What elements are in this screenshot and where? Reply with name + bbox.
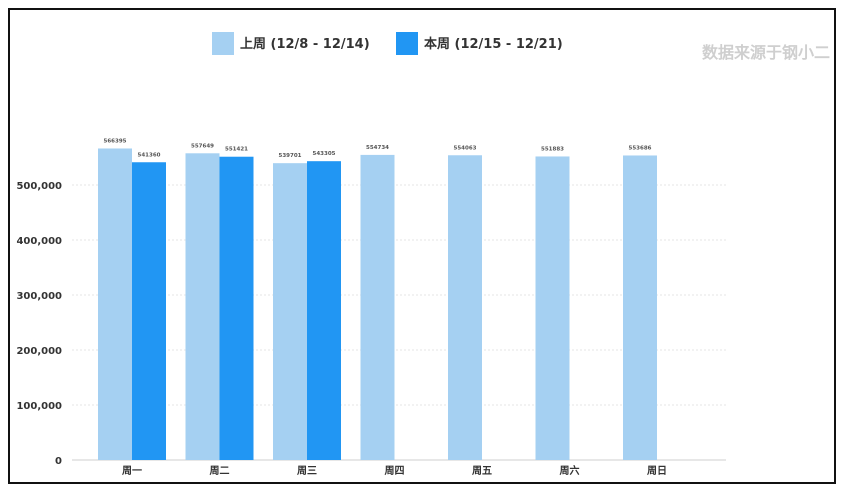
y-axis: 0 100,000 200,000 300,000 400,000 500,000 <box>16 181 62 467</box>
source-note: 数据来源于钢小二 <box>702 43 830 62</box>
data-labels: 566395 541360 557649 551421 539701 543305 5547… <box>104 138 652 159</box>
y-tick-label: 500,000 <box>16 181 62 192</box>
bar-data-label: 539701 <box>279 153 302 159</box>
bar-data-label: 566395 <box>104 138 127 144</box>
legend-label-last-week[interactable]: 上周 (12/8 - 12/14) <box>240 37 370 52</box>
bar-last-week[interactable] <box>535 156 570 460</box>
grid <box>72 184 726 461</box>
bar-data-label: 554063 <box>454 145 477 151</box>
legend[interactable]: 上周 (12/8 - 12/14) 本周 (12/15 - 12/21) <box>212 32 563 55</box>
legend-label-this-week[interactable]: 本周 (12/15 - 12/21) <box>424 36 563 52</box>
x-axis: 周一 周二 周三 周四 周五 周六 周日 <box>122 464 667 477</box>
bar-data-label: 553686 <box>629 145 652 151</box>
legend-swatch-last-week[interactable] <box>212 32 234 55</box>
bar-last-week[interactable] <box>448 155 482 460</box>
bar-data-label: 557649 <box>191 143 214 149</box>
bar-data-label: 551883 <box>541 146 564 152</box>
legend-swatch-this-week[interactable] <box>396 32 418 55</box>
y-tick-label: 0 <box>55 456 62 467</box>
x-category-label: 周五 <box>472 465 492 477</box>
chart-frame: 上周 (12/8 - 12/14) 本周 (12/15 - 12/21) 数据来… <box>8 8 836 484</box>
bar-last-week[interactable] <box>360 154 395 460</box>
bar-data-label: 541360 <box>138 152 161 158</box>
x-category-label: 周四 <box>385 465 405 477</box>
y-tick-label: 100,000 <box>16 401 62 412</box>
chart: 上周 (12/8 - 12/14) 本周 (12/15 - 12/21) 数据来… <box>16 32 830 477</box>
bar-data-label: 551421 <box>225 147 248 153</box>
bar-this-week[interactable] <box>132 162 166 460</box>
bar-last-week[interactable] <box>98 148 132 460</box>
y-tick-label: 200,000 <box>16 346 62 357</box>
x-category-label: 周日 <box>647 465 667 477</box>
y-tick-label: 300,000 <box>16 291 62 302</box>
bar-data-label: 543305 <box>313 151 336 157</box>
bars <box>98 148 657 461</box>
bar-this-week[interactable] <box>219 156 254 460</box>
bar-this-week[interactable] <box>307 161 341 460</box>
bar-last-week[interactable] <box>185 153 220 461</box>
x-category-label: 周一 <box>122 465 142 477</box>
bar-data-label: 554734 <box>366 145 389 151</box>
x-category-label: 周三 <box>297 465 317 477</box>
x-category-label: 周二 <box>210 465 230 477</box>
y-tick-label: 400,000 <box>16 236 62 247</box>
bar-last-week[interactable] <box>623 155 657 460</box>
x-category-label: 周六 <box>560 464 580 477</box>
bar-last-week[interactable] <box>273 163 307 461</box>
